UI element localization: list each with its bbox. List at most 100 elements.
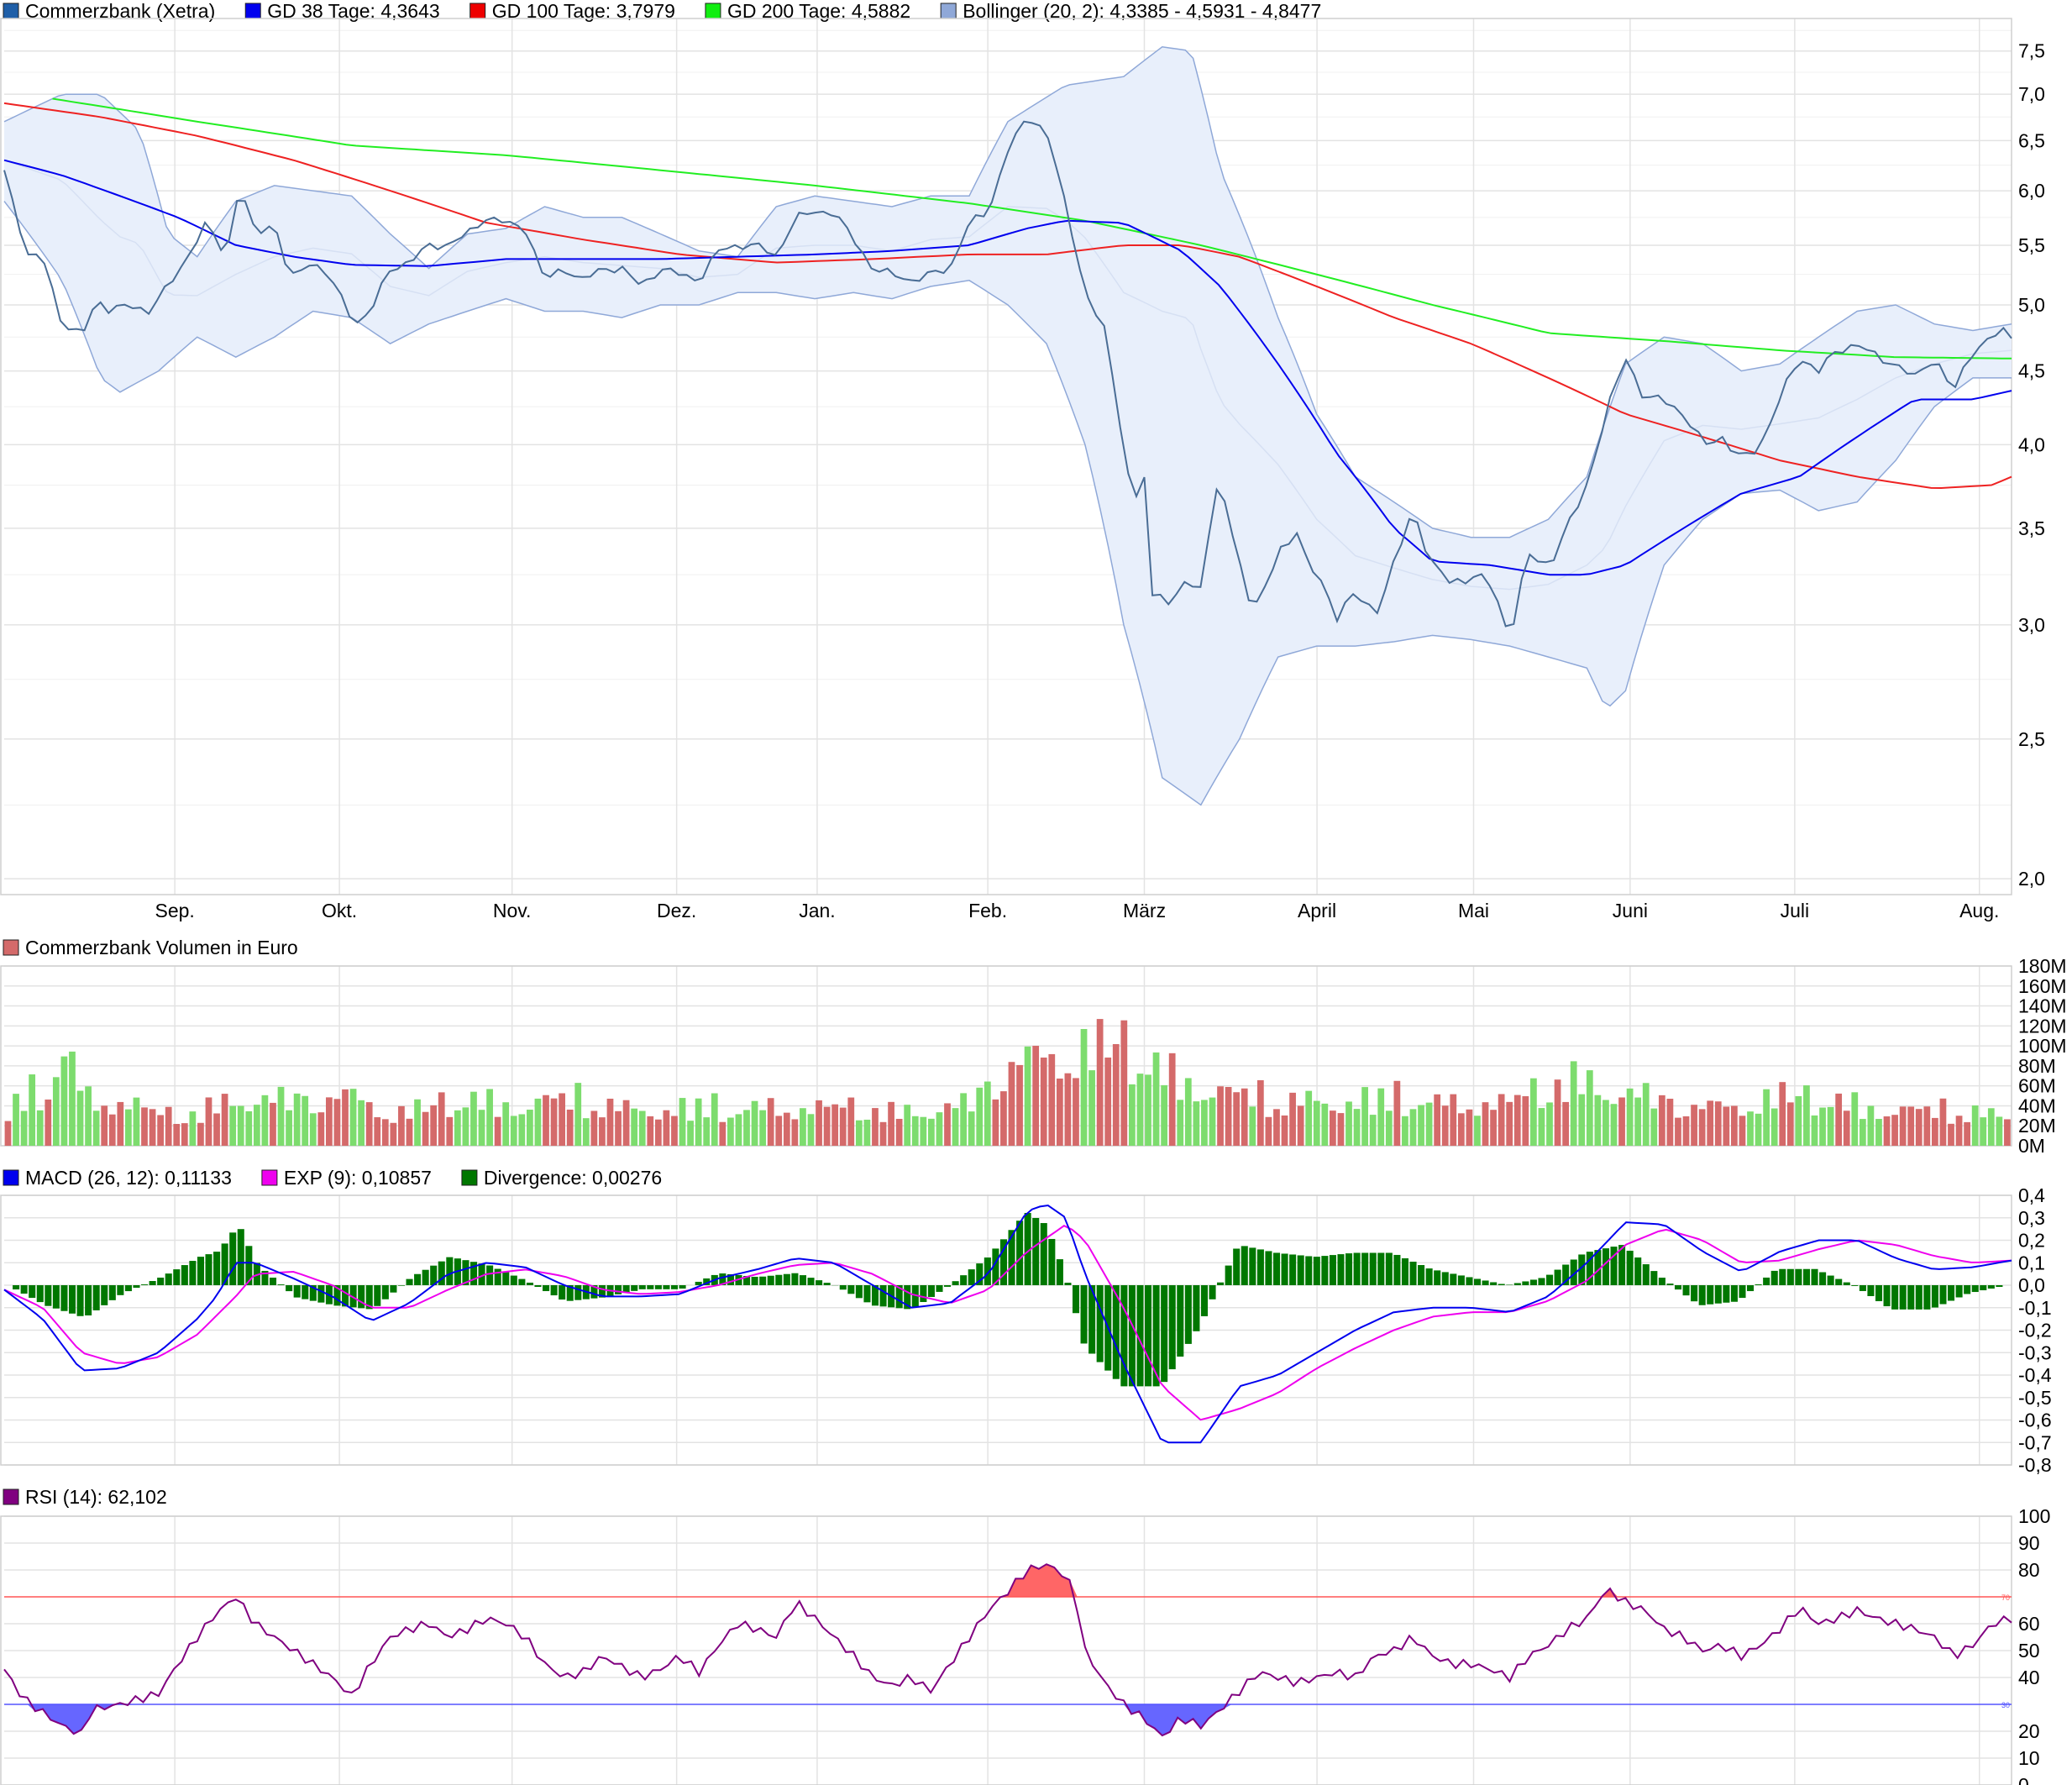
- volume-bar: [462, 1107, 469, 1146]
- divergence-bar: [165, 1273, 172, 1285]
- divergence-bar: [1578, 1254, 1586, 1285]
- volume-bar: [1779, 1082, 1786, 1146]
- divergence-bar: [293, 1285, 301, 1298]
- divergence-bar: [1779, 1268, 1786, 1285]
- divergence-bar: [622, 1285, 630, 1293]
- volume-bar: [879, 1121, 887, 1146]
- volume-y-tick: 40M: [2018, 1095, 2056, 1116]
- divergence-bar: [816, 1280, 823, 1285]
- volume-bar: [695, 1098, 702, 1146]
- volume-bar: [205, 1097, 212, 1146]
- divergence-bar: [1024, 1212, 1031, 1285]
- volume-bar: [52, 1077, 60, 1146]
- divergence-bar: [1088, 1285, 1096, 1354]
- volume-bar: [527, 1110, 533, 1146]
- divergence-bar: [1177, 1285, 1184, 1357]
- volume-bar: [550, 1098, 558, 1146]
- panel-frame: [0, 18, 2012, 895]
- divergence-bar: [590, 1285, 598, 1299]
- volume-bar: [1265, 1116, 1272, 1146]
- volume-bar: [855, 1120, 863, 1146]
- divergence-bar: [133, 1285, 140, 1289]
- divergence-bar: [1040, 1223, 1047, 1285]
- volume-bar: [69, 1051, 76, 1146]
- rsi-y-tick: 60: [2018, 1613, 2040, 1635]
- legend-volume: Commerzbank Volumen in Euro: [3, 937, 298, 958]
- divergence-bar: [1634, 1257, 1642, 1285]
- volume-bar: [1843, 1110, 1850, 1146]
- volume-bar: [286, 1110, 292, 1146]
- divergence-bar: [462, 1260, 469, 1285]
- volume-bar: [1980, 1117, 1987, 1146]
- volume-bar: [1650, 1108, 1658, 1146]
- divergence-bar: [478, 1263, 485, 1285]
- divergence-bar: [1048, 1238, 1056, 1285]
- volume-bar: [13, 1094, 19, 1146]
- volume-bar: [349, 1089, 357, 1146]
- volume-bar: [1546, 1102, 1553, 1146]
- volume-bar: [1330, 1110, 1336, 1146]
- rsi-y-tick: 0: [2018, 1774, 2029, 1785]
- divergence-bar: [406, 1278, 413, 1285]
- volume-bar: [1273, 1109, 1280, 1146]
- divergence-bar: [759, 1276, 767, 1285]
- volume-bar: [1056, 1079, 1063, 1146]
- divergence-bar: [1987, 1285, 1995, 1289]
- macd-panel: 0,40,30,20,10,0-0,1-0,2-0,3-0,4-0,5-0,6-…: [0, 1184, 2052, 1476]
- volume-bar: [1955, 1116, 1963, 1146]
- divergence-bar: [1450, 1273, 1457, 1285]
- price-panel: 2,0 2,5 3,0 3,5 4,0 4,5 5,0 5,5 6,0 6,5 7,0 7,5 Sep.…: [0, 18, 2045, 921]
- volume-bar: [1289, 1092, 1296, 1146]
- volume-bar: [1016, 1064, 1023, 1146]
- divergence-bar: [1538, 1278, 1545, 1285]
- volume-bar: [1875, 1119, 1882, 1146]
- price-y-tick: 7,5: [2018, 40, 2045, 62]
- month-label: Okt.: [322, 900, 357, 921]
- volume-bar: [4, 1121, 12, 1146]
- divergence-bar: [1819, 1272, 1827, 1285]
- divergence-bar: [1811, 1268, 1818, 1285]
- divergence-bar: [1691, 1285, 1698, 1302]
- divergence-bar: [1136, 1285, 1144, 1387]
- divergence-bar: [13, 1285, 20, 1290]
- divergence-bar: [1570, 1259, 1577, 1285]
- volume-bar: [470, 1091, 477, 1146]
- divergence-bar: [342, 1285, 349, 1307]
- volume-bar: [518, 1114, 526, 1146]
- volume-bar: [1915, 1109, 1923, 1146]
- divergence-bar: [157, 1277, 165, 1285]
- divergence-bar: [1618, 1245, 1626, 1285]
- divergence-bar: [469, 1262, 478, 1285]
- divergence-bar: [1594, 1250, 1602, 1285]
- price-y-tick: 5,5: [2018, 234, 2045, 256]
- divergence-bar: [141, 1284, 149, 1285]
- divergence-bar: [670, 1285, 679, 1289]
- divergence-bar: [751, 1276, 758, 1285]
- divergence-bar: [823, 1283, 831, 1285]
- volume-bar: [1786, 1102, 1794, 1146]
- divergence-bar: [108, 1285, 116, 1300]
- divergence-bar: [1498, 1284, 1505, 1285]
- macd-y-tick: -0,2: [2018, 1320, 2052, 1341]
- volume-bar: [1923, 1106, 1931, 1146]
- legend-swatch: [3, 3, 19, 19]
- divergence-bar: [1361, 1252, 1369, 1285]
- price-y-tick: 4,0: [2018, 433, 2045, 455]
- divergence-bar: [1193, 1285, 1200, 1331]
- volume-bar: [590, 1110, 598, 1146]
- volume-bar: [454, 1110, 461, 1146]
- volume-y-tick: 180M: [2018, 955, 2067, 977]
- divergence-bar: [381, 1285, 389, 1299]
- divergence-bar: [968, 1269, 975, 1285]
- divergence-bar: [1377, 1252, 1385, 1285]
- divergence-bar: [1770, 1270, 1778, 1285]
- divergence-bar: [1265, 1251, 1272, 1285]
- bollinger-lower-line: [3, 201, 2012, 806]
- volume-bar: [1080, 1029, 1088, 1146]
- volume-bar: [165, 1106, 172, 1146]
- divergence-bar: [743, 1275, 751, 1285]
- divergence-bar: [1546, 1274, 1554, 1285]
- macd-y-tick: -0,8: [2018, 1454, 2052, 1476]
- divergence-bar: [526, 1282, 533, 1285]
- divergence-bar: [1434, 1270, 1441, 1285]
